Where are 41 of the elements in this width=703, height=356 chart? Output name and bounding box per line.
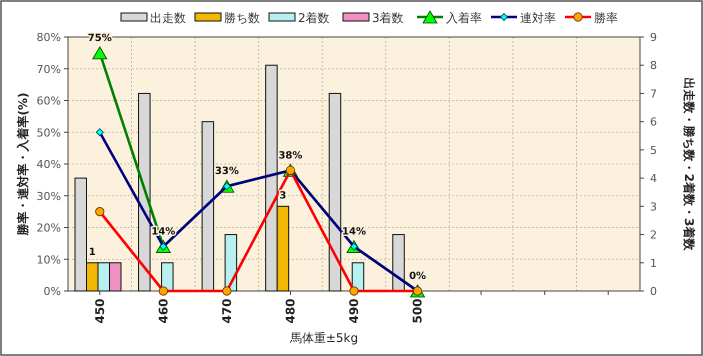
y-tick-label: 80% xyxy=(36,31,61,44)
y-tick-label: 20% xyxy=(36,222,61,234)
legend-label: 3着数 xyxy=(372,11,404,25)
data-label: 38% xyxy=(278,150,302,162)
y-tick-label: 10% xyxy=(36,253,61,266)
y2-tick-label: 9 xyxy=(650,31,657,44)
y2-tick-label: 0 xyxy=(650,285,657,298)
x-tick-label: 470 xyxy=(220,298,234,324)
x-tick-label: 460 xyxy=(156,298,170,324)
legend-label: 勝ち数 xyxy=(224,11,260,25)
data-label: 14% xyxy=(342,226,366,238)
x-tick-label: 490 xyxy=(347,298,361,324)
y-tick-label: 50% xyxy=(36,126,61,140)
y2-tick-label: 1 xyxy=(650,256,657,270)
x-axis-title: 馬体重±5kg xyxy=(288,331,358,345)
y2-tick-label: 7 xyxy=(650,87,657,100)
y2-tick-label: 2 xyxy=(650,228,657,242)
legend-label: 2着数 xyxy=(298,11,330,25)
data-label: 0% xyxy=(409,271,426,282)
legend-label: 連対率 xyxy=(520,11,556,25)
x-tick-label: 480 xyxy=(283,298,298,324)
data-label: 3 xyxy=(279,190,286,202)
y2-axis-title: 出走数・勝ち数・2着数・3着数 xyxy=(682,78,696,252)
y2-tick-label: 4 xyxy=(650,172,657,186)
y-tick-label: 0% xyxy=(44,285,61,298)
y2-tick-label: 3 xyxy=(650,200,657,214)
data-label: 33% xyxy=(214,166,239,178)
legend-label: 勝率 xyxy=(594,11,618,25)
y-tick-label: 40% xyxy=(36,158,61,171)
y-axis-title: 勝率・連対率・入着率(%) xyxy=(16,92,30,236)
y2-tick-label: 8 xyxy=(650,59,657,72)
x-tick-label: 500 xyxy=(410,298,425,324)
x-tick-label: 450 xyxy=(92,298,107,324)
legend-label: 入着率 xyxy=(446,11,482,25)
data-label: 1 xyxy=(88,246,96,258)
legend-label: 出走数 xyxy=(150,11,186,25)
y-tick-label: 70% xyxy=(36,62,61,76)
y2-tick-label: 5 xyxy=(650,144,657,157)
y-tick-label: 30% xyxy=(36,190,61,203)
y2-tick-label: 6 xyxy=(650,116,657,129)
y-tick-label: 60% xyxy=(36,94,61,108)
